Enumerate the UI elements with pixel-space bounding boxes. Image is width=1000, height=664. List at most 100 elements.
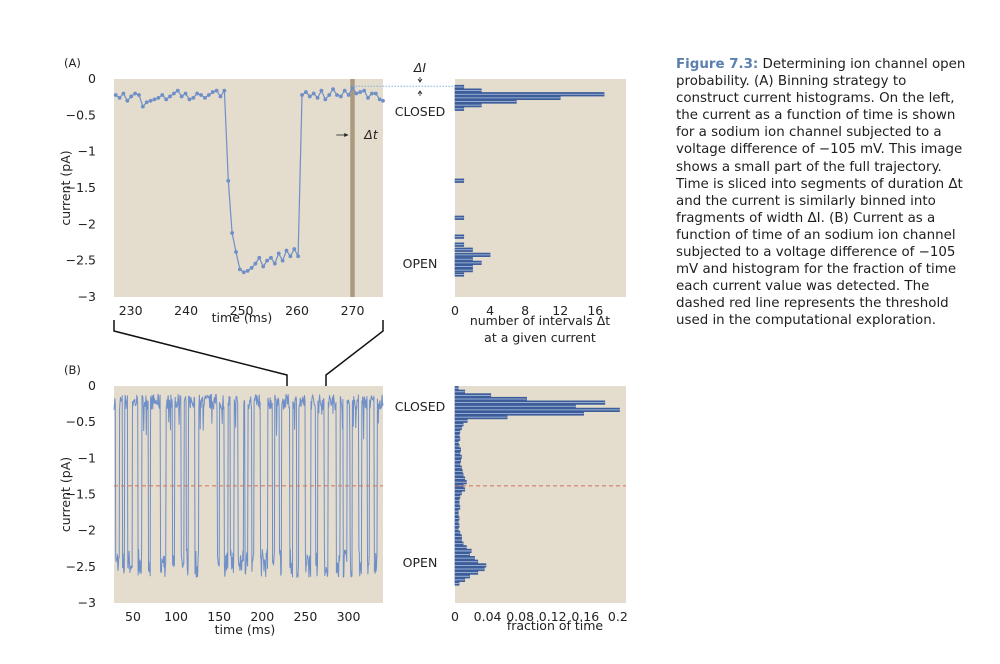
panel-a-data-point	[338, 94, 343, 99]
panel-a-data-point	[257, 255, 262, 260]
panel-a-data-point	[172, 91, 176, 96]
panel-a-data-point	[370, 91, 374, 96]
panel-b-histogram-x-axis-title: fraction of time	[507, 618, 604, 633]
panel-a-data-point	[311, 91, 316, 96]
panel-a-data-point	[117, 95, 122, 100]
panel-a-histogram-x-tick-label: 12	[552, 303, 568, 318]
panel-a-data-point	[238, 267, 242, 272]
panel-a-data-point	[125, 98, 130, 103]
panel-a-data-point	[296, 254, 301, 259]
figure-caption-text: Determining ion channel open probability…	[676, 57, 966, 329]
panel-b-histogram-x-tick-label: 0	[451, 609, 459, 624]
panel-b-current-trace	[113, 393, 384, 578]
panel-a-data-point	[362, 88, 367, 93]
panel-a-current-trace	[115, 86, 384, 273]
panel-a-data-point	[284, 248, 289, 253]
panel-a-data-point	[152, 97, 157, 102]
panel-a-data-point	[179, 94, 184, 99]
panel-a-x-tick-label: 260	[285, 303, 309, 318]
panel-b-x-tick-label: 300	[337, 609, 361, 624]
panel-a-data-point	[222, 88, 227, 93]
panel-a-data-point	[226, 178, 231, 183]
panel-b-y-tick-label: −2.5	[66, 559, 96, 574]
panel-b-closed-label: CLOSED	[395, 399, 446, 414]
panel-a-y-tick-label: 0	[88, 71, 96, 86]
panel-b-y-tick-label: −1	[78, 450, 96, 465]
panel-a-x-tick-label: 230	[119, 303, 143, 318]
panel-a-data-point	[175, 88, 180, 93]
panel-b-x-tick-label: 250	[293, 609, 317, 624]
panel-a-closed-label: CLOSED	[395, 104, 446, 119]
panel-a-data-point	[156, 95, 161, 100]
panel-a-data-point	[366, 95, 370, 100]
panel-a-data-point	[346, 93, 351, 97]
panel-a-data-point	[187, 97, 192, 102]
panel-a-data-point	[241, 270, 246, 275]
panel-a-y-tick-label: −0.5	[66, 107, 96, 122]
zoom-connector-lines	[113, 320, 384, 386]
panel-a-y-tick-label: −2.5	[66, 253, 96, 268]
panel-a-data-point	[269, 255, 273, 260]
panel-b-y-tick-label: −1.5	[66, 487, 96, 502]
panel-a-histogram-x-tick-label: 16	[587, 303, 603, 318]
delta-i-label: ΔI	[413, 60, 427, 75]
panel-a-data-point	[276, 251, 281, 256]
panel-b-x-tick-label: 50	[125, 609, 141, 624]
panel-a-y-tick-label: −1	[78, 144, 96, 159]
panel-a-data-point	[113, 93, 118, 97]
panel-a-data-point	[300, 93, 304, 97]
panel-b-histogram-x-tick-label: 0.08	[506, 609, 534, 624]
panel-a-data-point	[129, 94, 134, 99]
panel-b-y-axis-title: current (pA)	[58, 457, 73, 532]
panel-a-data-point	[280, 258, 285, 263]
panel-b-histogram-chart: CLOSED OPEN fraction of time 0 0.04 0.08 0.…	[395, 386, 628, 633]
panel-a-data-point	[199, 93, 203, 97]
panel-a-open-label: OPEN	[403, 256, 438, 271]
panel-a-trace-chart: (A) current (pA) time (ms) Δt 0 −0.5 −1 −1.…	[58, 56, 455, 325]
panel-a-data-point	[323, 97, 328, 102]
panel-a-data-point	[373, 91, 378, 96]
panel-a-data-point	[292, 247, 297, 251]
panel-b-y-tick-label: 0	[88, 378, 96, 393]
panel-a-histogram-x-tick-label: 0	[451, 303, 459, 318]
panel-b-x-tick-label: 200	[250, 609, 274, 624]
panel-b-histogram-x-tick-label: 0.12	[539, 609, 567, 624]
panel-a-data-point	[160, 93, 165, 97]
panel-a-data-point	[307, 94, 312, 99]
panel-a-y-axis-title: current (pA)	[58, 150, 73, 225]
panel-b-x-tick-label: 100	[164, 609, 188, 624]
panel-a-x-tick-label: 250	[230, 303, 254, 318]
panel-a-label: (A)	[64, 56, 81, 70]
panel-a-data-point	[121, 91, 126, 96]
delta-t-annotation: Δt	[336, 127, 379, 142]
zoom-connector-right	[325, 320, 384, 386]
panel-a-x-tick-label: 240	[174, 303, 198, 318]
panel-a-data-point	[327, 93, 332, 97]
panel-a-data-point	[140, 104, 145, 109]
panel-a-data-point	[195, 91, 200, 96]
panel-a-data-point	[377, 97, 382, 102]
panel-a-data-point	[342, 88, 347, 93]
panel-a-data-point	[234, 250, 238, 254]
panel-a-data-point	[210, 90, 215, 94]
panel-a-y-tick-label: −3	[78, 289, 96, 304]
panel-b-x-axis-title: time (ms)	[215, 622, 276, 637]
panel-a-data-point	[261, 264, 266, 269]
panel-a-data-point	[137, 93, 141, 97]
panel-a-data-point	[206, 93, 211, 97]
panel-a-data-point	[272, 261, 277, 266]
panel-b-trace-chart: (B) current (pA) time (ms) 0 −0.5 −1 −1.5 −2…	[58, 363, 384, 637]
panel-a-histogram-x-tick-label: 8	[521, 303, 529, 318]
panel-b-x-tick-label: 150	[207, 609, 231, 624]
delta-i-arrow-bottom	[417, 90, 423, 96]
panel-a-data-point	[191, 95, 196, 100]
panel-a-data-point	[230, 231, 235, 235]
panel-a-data-point	[183, 91, 188, 96]
panel-a-x-axis-title: time (ms)	[212, 310, 273, 325]
delta-t-band	[350, 79, 355, 297]
panel-b-histogram-x-tick-label: 0.04	[474, 609, 502, 624]
panel-a-data-point	[144, 100, 149, 105]
panel-b-open-label: OPEN	[403, 555, 438, 570]
panel-b-y-tick-label: −0.5	[66, 414, 96, 429]
